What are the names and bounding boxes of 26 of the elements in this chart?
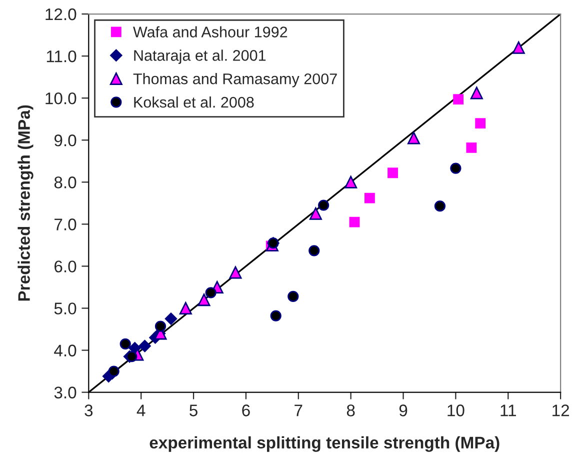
legend-label: Wafa and Ashour 1992 [133, 26, 288, 38]
y-tick-label: 10.0 [46, 92, 76, 104]
x-tick-label: 6 [242, 404, 250, 416]
y-tick-label: 5.0 [54, 302, 76, 314]
y-axis-title: Predicted strength (MPa) [18, 105, 34, 301]
y-tick-label: 8.0 [54, 176, 76, 188]
legend-label: Thomas and Ramasamy 2007 [133, 73, 337, 88]
x-tick-label: 8 [346, 404, 355, 416]
x-tick-label: 9 [399, 404, 408, 416]
y-tick-label: 12.0 [46, 8, 76, 20]
x-tick-label: 5 [190, 404, 198, 416]
y-tick-label: 11.0 [46, 50, 76, 62]
x-axis-title: experimental splitting tensile strength (MPa) [150, 436, 500, 452]
y-tick-label: 9.0 [54, 134, 76, 146]
y-tick-label: 4.0 [54, 344, 76, 356]
legend-label: Nataraja et al. 2001 [134, 50, 266, 64]
y-tick-label: 6.0 [54, 260, 76, 272]
x-tick-label: 11 [500, 404, 516, 416]
x-tick-label: 10 [448, 404, 464, 416]
x-tick-label: 7 [294, 404, 302, 416]
y-tick-label: 3.0 [54, 386, 76, 398]
x-tick-label: 12 [552, 404, 569, 416]
x-tick-label: 3 [84, 404, 93, 416]
x-tick-label: 4 [136, 404, 146, 416]
legend-label: Koksal et al. 2008 [134, 96, 254, 108]
y-tick-label: 7.0 [54, 218, 76, 230]
